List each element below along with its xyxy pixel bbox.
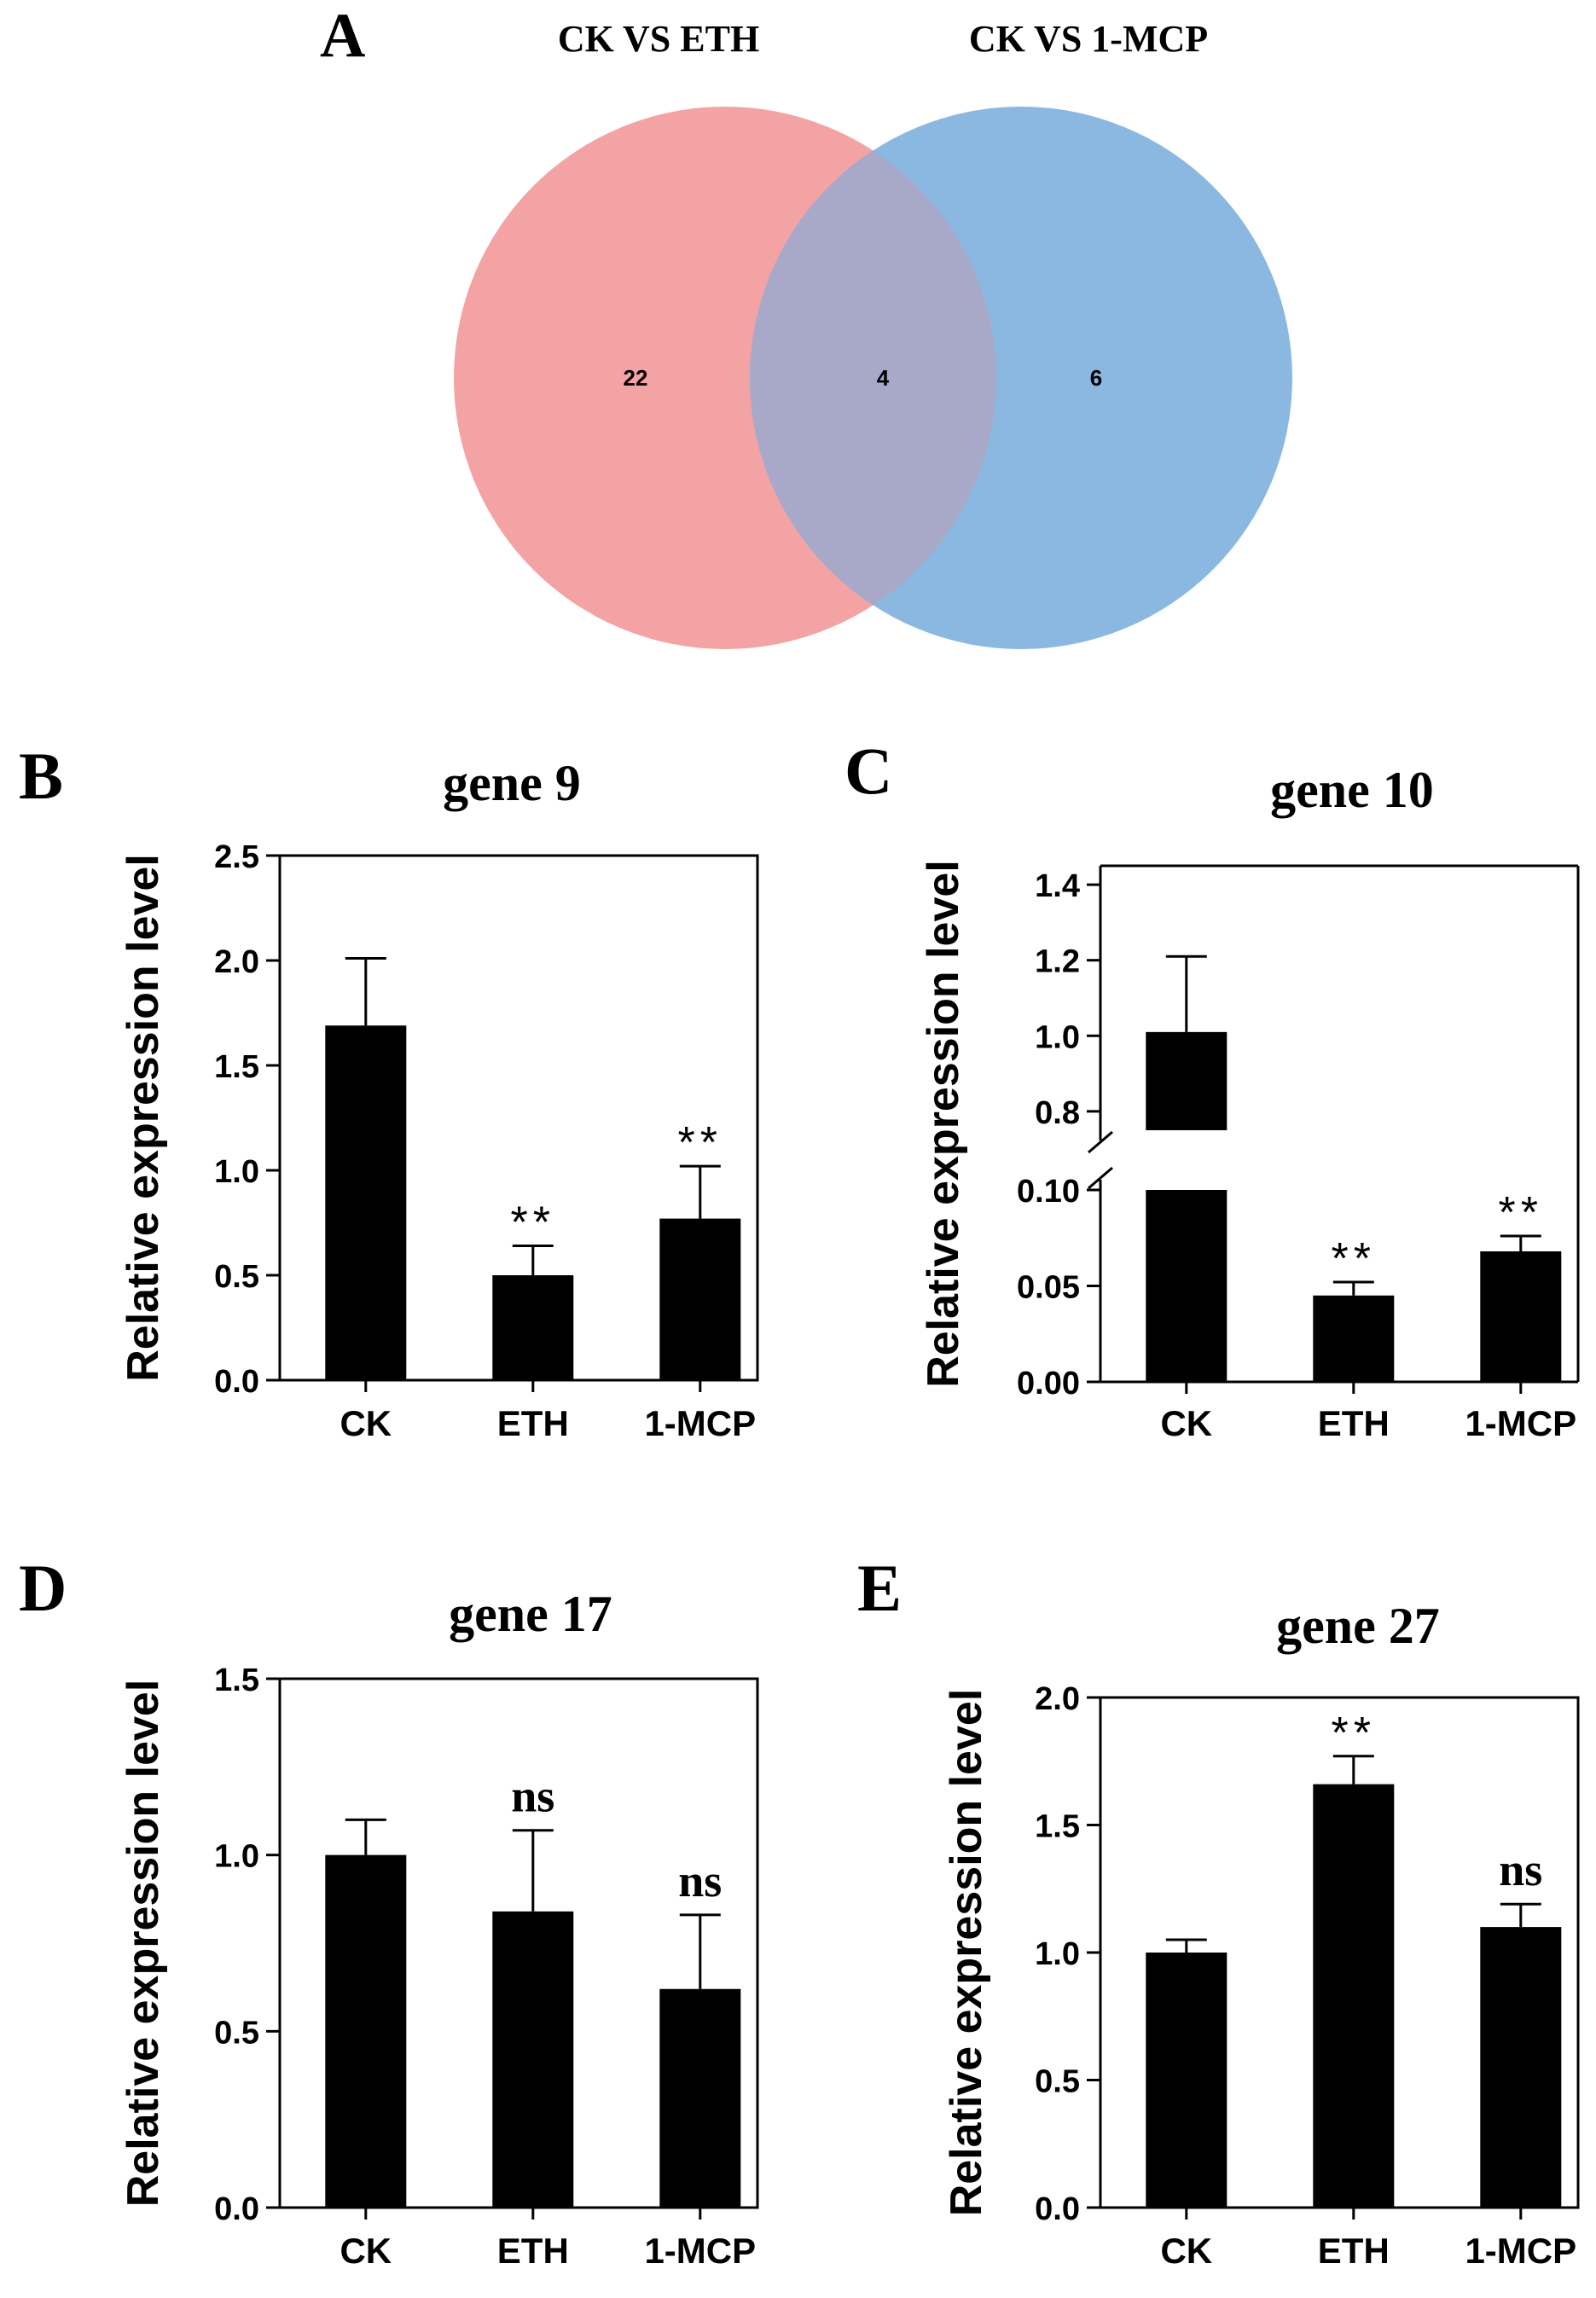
y-tick-label: 1.0 [1035,1019,1080,1055]
panel-label-a: A [320,1,365,71]
venn-set-label-eth: CK VS ETH [558,18,759,60]
venn-panel: A CK VS ETH CK VS 1-MCP 22 4 6 [320,1,1292,649]
axis-break-mark [1088,1166,1113,1190]
x-category-label: ETH [497,2231,569,2271]
significance-ns: ns [511,1771,554,1822]
y-tick-label: 1.4 [1035,868,1080,904]
bar-ck [325,1025,407,1380]
y-axis-title: Relative expression level [942,1689,991,2217]
y-axis-title: Relative expression level [119,1680,168,2208]
x-category-label: ETH [1318,1403,1390,1443]
venn-count-mcp-only: 6 [1090,365,1102,391]
x-category-label: 1-MCP [644,2231,756,2271]
x-category-label: 1-MCP [1465,1403,1576,1443]
y-tick-label: 1.5 [1035,1809,1080,1845]
bar-1-mcp [659,1988,741,2208]
x-category-label: CK [1160,2231,1212,2271]
y-tick-label: 0.5 [1035,2064,1080,2100]
y-tick-label: 0.0 [1035,2191,1080,2227]
x-category-label: 1-MCP [1465,2231,1576,2271]
y-tick-label: 0.8 [1035,1095,1080,1131]
bar-ck [325,1854,407,2208]
significance-ns: ns [1499,1844,1542,1895]
y-tick-label: 1.0 [214,1839,259,1875]
y-tick-label: 1.0 [214,1154,259,1190]
bar-1-mcp [1480,1251,1562,1382]
chart-title: gene 10 [1270,762,1434,818]
significance-stars: ** [1499,1188,1543,1238]
bar-1-mcp [659,1218,741,1380]
panel-label: D [19,1551,67,1625]
y-tick-label: 0.05 [1017,1270,1080,1306]
panel-label: B [19,739,63,813]
y-tick-label: 2.5 [214,839,259,875]
bar-eth [1313,1295,1395,1382]
bar-1-mcp [1480,1927,1562,2208]
y-tick-label: 2.0 [214,944,259,980]
bar-ck-upper [1146,1031,1227,1130]
bar-eth [492,1911,574,2208]
y-tick-label: 2.0 [1035,1681,1080,1717]
y-tick-label: 1.5 [214,1049,259,1085]
y-tick-label: 0.0 [214,2191,259,2227]
bar-eth [1313,1784,1395,2208]
significance-ns: ns [678,1855,722,1906]
x-category-label: CK [1160,1403,1212,1443]
significance-stars: ** [511,1198,555,1248]
panel-label: E [857,1551,902,1625]
bar-eth [492,1275,574,1380]
y-tick-label: 1.0 [1035,1936,1080,1972]
significance-stars: ** [1332,1709,1376,1758]
venn-set-label-mcp: CK VS 1-MCP [969,18,1208,60]
bar-ck-lower [1146,1190,1227,1382]
y-axis-title: Relative expression level [919,860,968,1388]
x-category-label: CK [340,1403,392,1443]
venn-count-eth-only: 22 [624,365,648,391]
chart-title: gene 17 [449,1586,612,1642]
x-category-label: ETH [1318,2231,1390,2271]
x-category-label: 1-MCP [644,1403,756,1443]
significance-stars: ** [678,1118,723,1168]
chart-title: gene 9 [443,755,581,811]
venn-intersection [750,150,997,606]
significance-stars: ** [1332,1234,1376,1284]
axis-break-mark [1088,1130,1113,1154]
chart-title: gene 27 [1276,1598,1440,1654]
y-tick-label: 0.5 [214,1259,259,1295]
y-tick-label: 0.00 [1017,1366,1080,1401]
y-axis-title: Relative expression level [119,854,168,1382]
bar-ck [1146,1953,1227,2208]
y-tick-label: 1.5 [214,1663,259,1698]
x-category-label: CK [340,2231,392,2271]
y-tick-label: 0.10 [1017,1174,1080,1210]
y-tick-label: 0.0 [214,1364,259,1400]
x-category-label: ETH [497,1403,569,1443]
panel-label: C [844,734,892,808]
y-tick-label: 1.2 [1035,944,1080,980]
y-tick-label: 0.5 [214,2015,259,2051]
venn-count-intersection: 4 [877,365,890,391]
